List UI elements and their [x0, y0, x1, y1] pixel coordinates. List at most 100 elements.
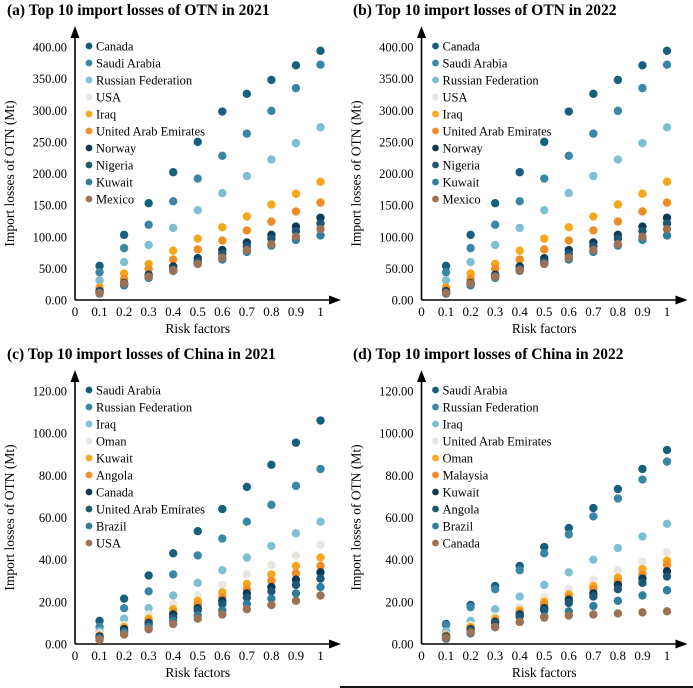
series-oman: [441, 556, 672, 640]
data-point: [316, 517, 325, 526]
x-tick-label: 0.6: [561, 304, 578, 319]
data-point: [662, 224, 672, 234]
data-point: [316, 123, 325, 132]
data-point: [267, 587, 276, 596]
legend-item: Iraq: [432, 418, 463, 432]
data-point: [316, 224, 325, 234]
data-point: [291, 481, 301, 491]
y-tick-label: 0.00: [392, 638, 414, 652]
series-united-arab-emirates: [441, 548, 672, 639]
chart-title-a: (a) Top 10 import losses of OTN in 2021: [7, 2, 270, 19]
data-point: [589, 212, 598, 221]
series-united-arab-emirates: [95, 574, 325, 642]
y-tick-label: 150.00: [33, 199, 67, 213]
legend-label: Kuwait: [96, 176, 133, 190]
data-point: [218, 223, 227, 232]
series-brazil: [441, 586, 672, 643]
data-point: [564, 530, 573, 539]
data-point: [267, 541, 276, 551]
legend-swatch: [85, 195, 93, 203]
series-angola: [441, 572, 672, 642]
data-point: [540, 174, 549, 183]
data-point: [613, 484, 623, 494]
data-point: [316, 231, 325, 240]
legend-label: Kuwait: [443, 486, 480, 500]
data-point: [144, 587, 153, 596]
legend-item: Kuwait: [85, 176, 133, 190]
data-point: [564, 188, 573, 198]
legend-label: Russian Federation: [443, 401, 540, 415]
y-tick-label: 50.00: [39, 262, 67, 276]
data-point: [316, 416, 325, 425]
y-tick-label: 50.00: [385, 262, 413, 276]
data-point: [119, 594, 129, 603]
data-point: [589, 226, 598, 235]
legend-label: Iraq: [96, 418, 117, 432]
series-nigeria: [95, 219, 325, 297]
data-point: [218, 566, 227, 575]
data-point: [662, 560, 672, 570]
data-point: [193, 551, 202, 560]
data-point: [589, 610, 598, 619]
x-tick-label: 0.8: [610, 648, 626, 663]
legend-item: Russian Federation: [432, 401, 539, 415]
data-point: [638, 83, 647, 93]
legend-item: United Arab Emirates: [85, 503, 205, 517]
x-tick-label: 1: [317, 304, 324, 319]
legend-label: USA: [443, 91, 468, 105]
data-point: [291, 580, 301, 590]
data-point: [564, 151, 573, 160]
data-point: [144, 625, 153, 634]
y-axis-title: Import losses of OTN (Mt): [349, 100, 364, 246]
data-point: [169, 197, 178, 206]
data-point: [662, 60, 672, 69]
data-point: [515, 566, 524, 575]
y-tick-label: 40.00: [39, 553, 67, 567]
legend-item: Canada: [432, 537, 480, 551]
data-point: [564, 223, 573, 232]
legend-swatch: [85, 437, 93, 445]
legend-item: USA: [85, 537, 121, 551]
data-point: [267, 600, 276, 610]
data-point: [589, 592, 598, 601]
axes: 0.00 20.00 40.00 60.00 80.00 100.00 120.00 0 0.1…: [2, 370, 341, 680]
data-point: [638, 578, 647, 588]
data-point: [638, 189, 647, 198]
legend-item: Saudi Arabia: [85, 57, 161, 71]
data-point: [466, 602, 475, 612]
data-point: [441, 620, 451, 630]
legend-item: Norway: [432, 142, 484, 156]
data-point: [589, 89, 598, 99]
x-tick-label: 1: [664, 304, 671, 319]
data-point: [95, 276, 104, 285]
data-point: [540, 542, 549, 552]
x-tick-label: 0.5: [536, 304, 552, 319]
data-point: [242, 570, 252, 579]
x-tick-label: 0.3: [141, 304, 157, 319]
data-point: [490, 584, 500, 594]
data-point: [291, 207, 301, 216]
data-point: [291, 138, 301, 148]
data-point: [291, 551, 301, 560]
data-point: [242, 212, 252, 221]
legend-swatch: [432, 505, 439, 513]
legend-swatch: [85, 110, 93, 118]
legend-swatch: [85, 59, 93, 67]
panel-c: 0.00 20.00 40.00 60.00 80.00 100.00 120.00 0 0.1…: [0, 344, 346, 688]
data-point: [540, 205, 549, 215]
y-tick-label: 350.00: [379, 72, 413, 86]
legend-item: Mexico: [85, 193, 134, 207]
legend-item: Kuwait: [432, 176, 480, 190]
legend-label: Saudi Arabia: [96, 384, 161, 398]
y-tick-label: 300.00: [33, 104, 67, 118]
y-tick-label: 100.00: [379, 427, 413, 441]
legend-label: Brazil: [96, 520, 127, 534]
legend-label: Kuwait: [443, 176, 480, 190]
series-usa: [441, 221, 672, 297]
legend-swatch: [432, 454, 439, 462]
data-point: [291, 529, 301, 538]
series-united-arab-emirates: [441, 198, 672, 294]
data-point: [662, 46, 672, 55]
series-russian-federation: [95, 123, 325, 285]
legend-label: Angola: [96, 469, 133, 483]
